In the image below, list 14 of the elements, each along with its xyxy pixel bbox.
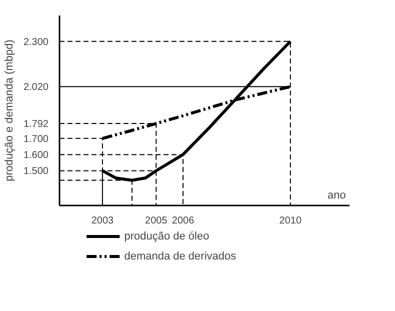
y-tick-label: 2.300 [23, 36, 49, 48]
y-tick-label: 1.600 [23, 150, 49, 162]
y-tick-label: 1.700 [23, 134, 49, 145]
legend-label: produção de óleo [124, 230, 210, 242]
x-tick-label: 2005 [145, 216, 168, 226]
x-axis-title: ano [328, 190, 346, 202]
x-tick-label: 2003 [91, 216, 114, 226]
legend-label: demanda de derivados [124, 250, 237, 262]
y-tick-label: 1.500 [23, 166, 49, 178]
y-tick-label: 2.020 [23, 82, 49, 94]
x-tick-label: 2010 [279, 216, 302, 226]
y-axis-title: produção e demanda (mbpd) [3, 40, 16, 182]
y-tick-label: 1.792 [23, 119, 49, 130]
x-tick-label: 2006 [172, 216, 195, 226]
